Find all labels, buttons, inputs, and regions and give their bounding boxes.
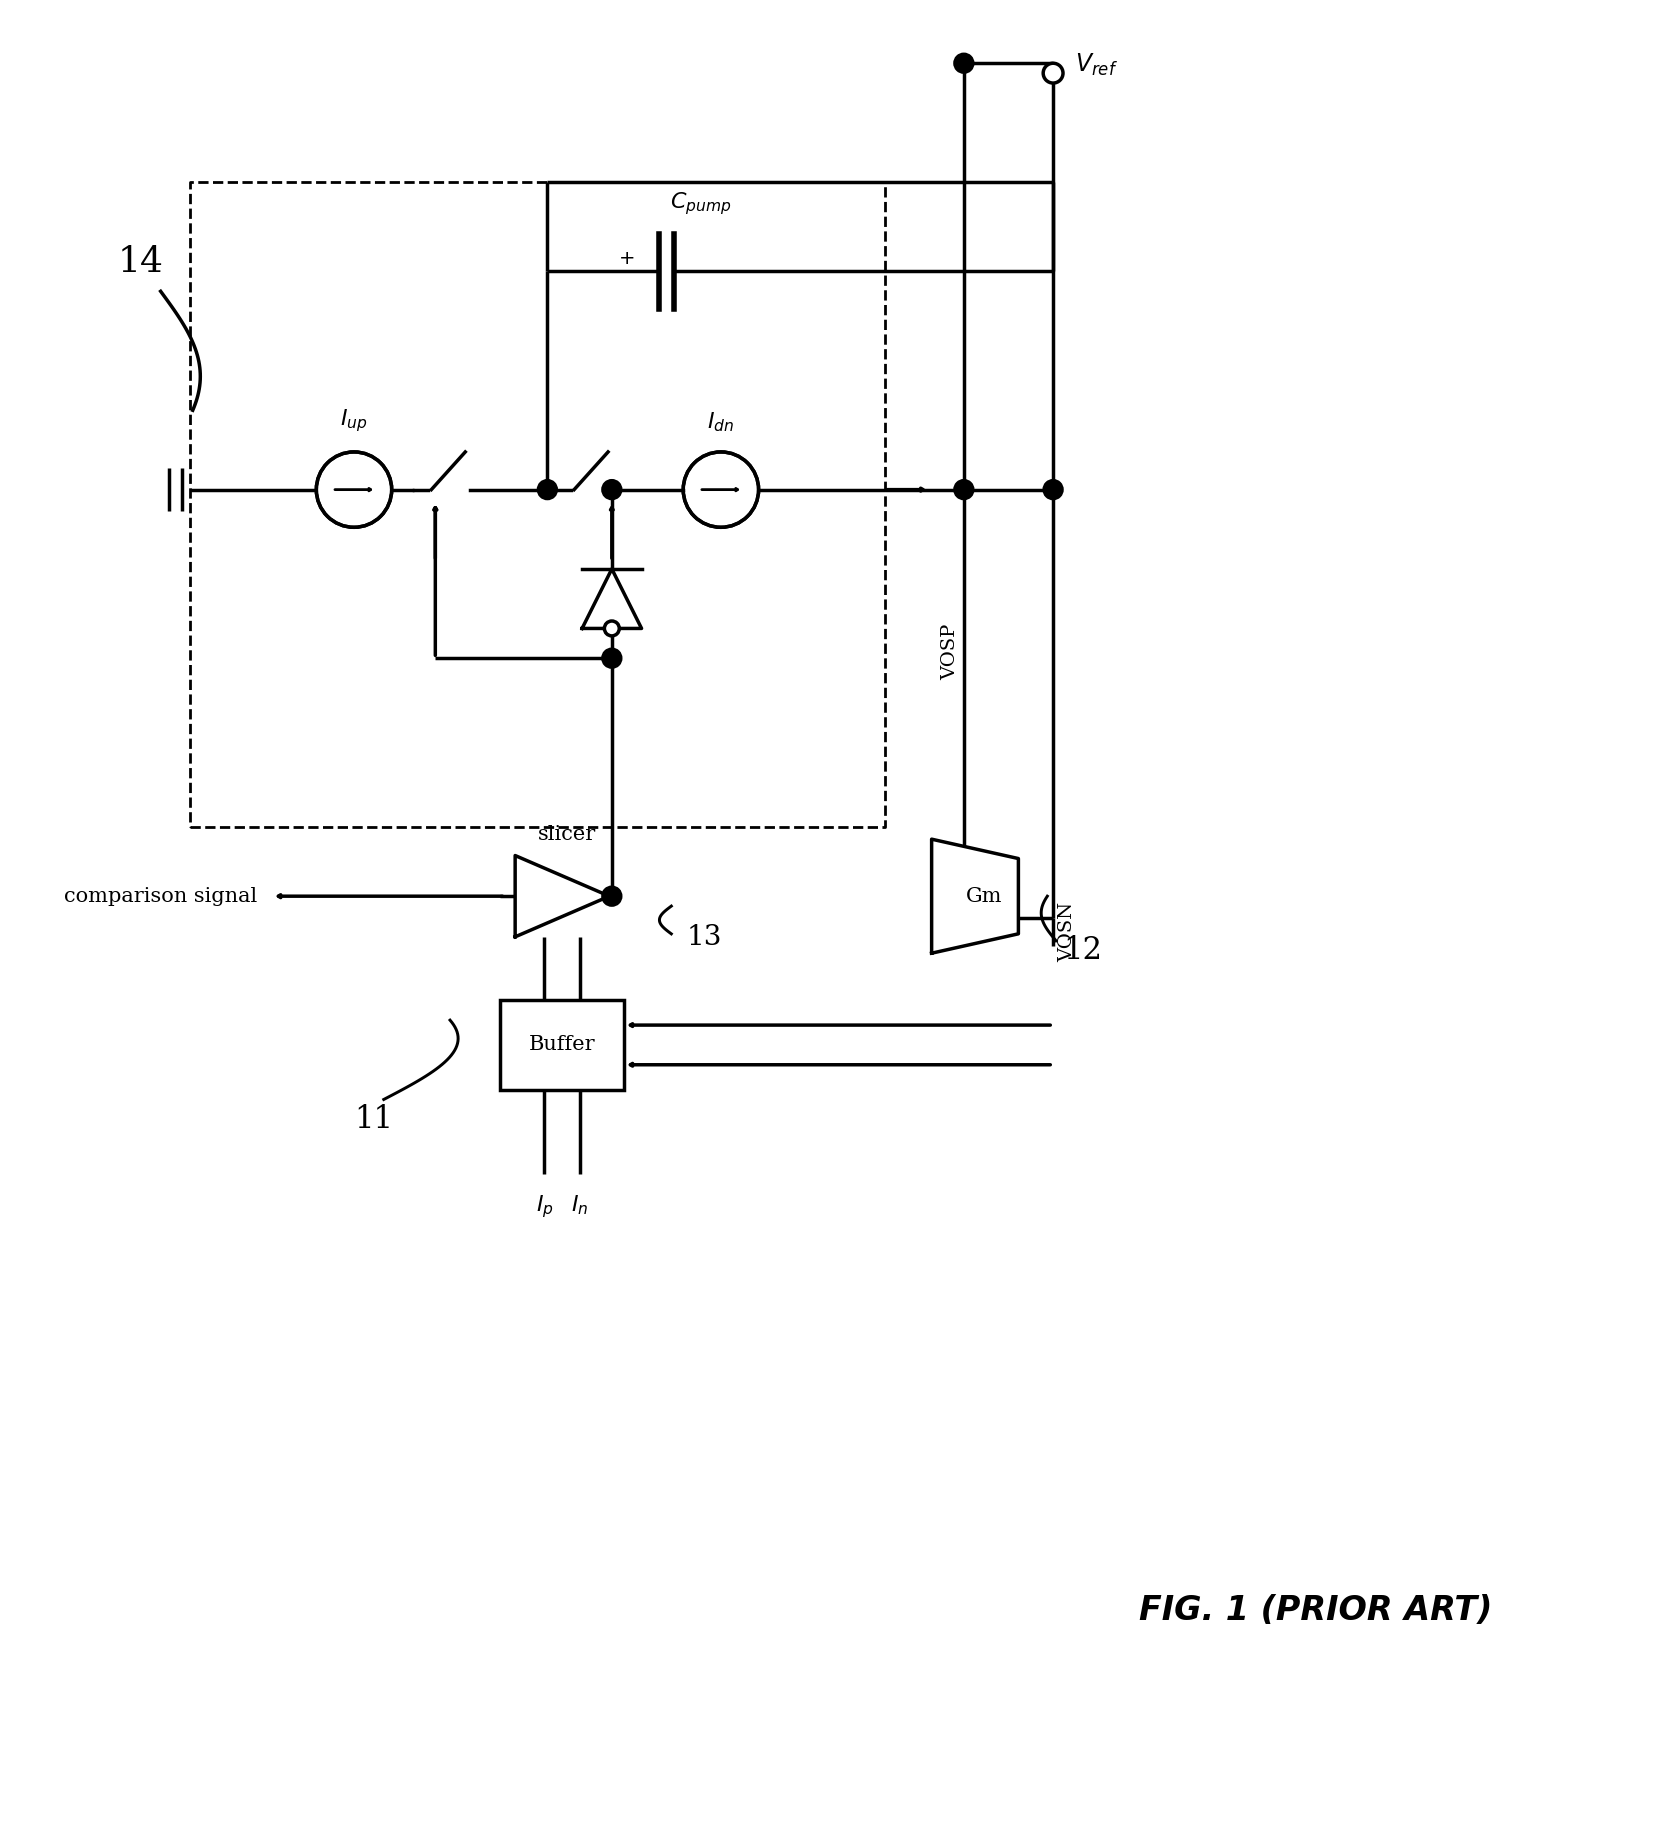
Circle shape bbox=[316, 452, 391, 527]
Text: FIG. 1 (PRIOR ART): FIG. 1 (PRIOR ART) bbox=[1140, 1594, 1493, 1627]
Circle shape bbox=[603, 650, 621, 666]
Circle shape bbox=[1044, 481, 1062, 499]
Text: +: + bbox=[618, 250, 635, 268]
FancyBboxPatch shape bbox=[500, 1001, 625, 1089]
Text: Gm: Gm bbox=[966, 887, 1002, 905]
Text: $I_p$: $I_p$ bbox=[535, 1193, 553, 1221]
Text: 11: 11 bbox=[355, 1103, 393, 1135]
Text: slicer: slicer bbox=[539, 824, 597, 843]
Circle shape bbox=[603, 481, 621, 499]
Text: 12: 12 bbox=[1064, 935, 1102, 966]
Circle shape bbox=[603, 887, 621, 905]
Text: VOSN: VOSN bbox=[1057, 901, 1075, 962]
Text: +: + bbox=[550, 889, 565, 907]
Text: $C_{pump}$: $C_{pump}$ bbox=[671, 191, 732, 217]
Text: $I_n$: $I_n$ bbox=[572, 1193, 588, 1217]
Text: comparison signal: comparison signal bbox=[65, 887, 257, 905]
Polygon shape bbox=[515, 856, 610, 936]
Circle shape bbox=[1044, 62, 1064, 83]
Text: $I_{up}$: $I_{up}$ bbox=[340, 408, 368, 433]
Circle shape bbox=[539, 481, 557, 499]
Text: 14: 14 bbox=[118, 244, 164, 279]
Circle shape bbox=[683, 452, 759, 527]
Circle shape bbox=[954, 481, 973, 499]
Text: VOSP: VOSP bbox=[941, 624, 959, 681]
Circle shape bbox=[605, 621, 620, 635]
Polygon shape bbox=[582, 569, 641, 628]
Text: $V_{ref}$: $V_{ref}$ bbox=[1075, 51, 1118, 79]
Text: 13: 13 bbox=[686, 924, 721, 951]
Polygon shape bbox=[931, 839, 1019, 953]
Circle shape bbox=[954, 55, 973, 72]
Text: $I_{dn}$: $I_{dn}$ bbox=[708, 411, 734, 433]
Text: Buffer: Buffer bbox=[529, 1036, 595, 1054]
